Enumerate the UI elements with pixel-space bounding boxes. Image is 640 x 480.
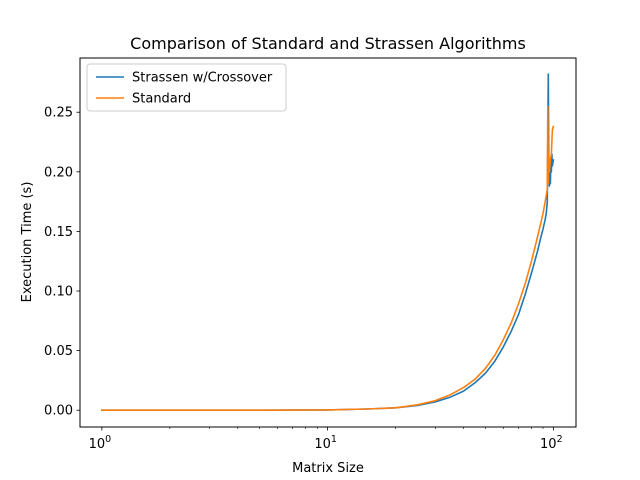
x-tick-exponent: 1 — [331, 434, 337, 445]
y-tick-label: 0.20 — [44, 165, 73, 180]
y-tick-label: 0.00 — [44, 404, 73, 419]
legend-label: Strassen w/Crossover — [132, 71, 273, 86]
x-tick-base: 10 — [89, 437, 106, 452]
legend: Strassen w/Crossover Standard — [86, 63, 287, 112]
series-layer — [101, 73, 555, 411]
y-tick-label: 0.05 — [44, 344, 73, 359]
x-tick-base: 10 — [314, 437, 331, 452]
x-tick-label: 101 — [314, 434, 337, 452]
y-tick-label: 0.15 — [44, 225, 73, 240]
chart-title: Comparison of Standard and Strassen Algo… — [130, 34, 526, 53]
y-tick-label: 0.25 — [44, 106, 73, 121]
x-tick-base: 10 — [540, 437, 557, 452]
x-axis-label: Matrix Size — [292, 461, 364, 476]
axes-frame — [79, 57, 577, 428]
x-tick-exponent: 0 — [105, 434, 111, 445]
y-tick-label: 0.10 — [44, 285, 73, 300]
legend-box — [86, 63, 287, 112]
x-tick-exponent: 2 — [557, 434, 563, 445]
x-tick-label: 102 — [540, 434, 563, 452]
legend-label: Standard — [132, 92, 191, 107]
x-tick-label: 100 — [89, 434, 112, 452]
series-line-1 — [101, 105, 555, 411]
y-axis-label: Execution Time (s) — [20, 182, 35, 303]
